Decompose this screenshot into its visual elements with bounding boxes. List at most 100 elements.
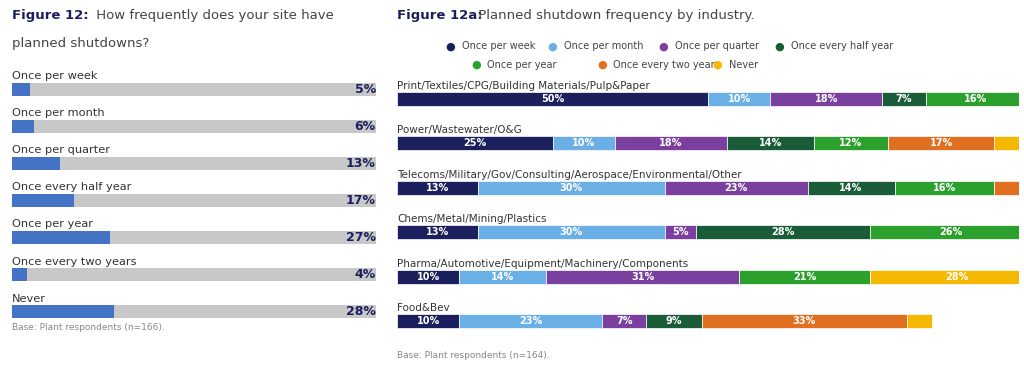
Text: 14%: 14% bbox=[759, 138, 782, 148]
Text: Once per quarter: Once per quarter bbox=[675, 42, 759, 51]
Text: 5%: 5% bbox=[672, 227, 688, 237]
Bar bbox=[547, 270, 739, 284]
Text: 13%: 13% bbox=[426, 227, 450, 237]
Text: Planned shutdown frequency by industry.: Planned shutdown frequency by industry. bbox=[474, 9, 755, 22]
Text: 26%: 26% bbox=[939, 227, 963, 237]
Bar bbox=[12, 157, 376, 170]
Text: 17%: 17% bbox=[930, 138, 952, 148]
Bar bbox=[907, 314, 932, 328]
Text: 28%: 28% bbox=[771, 227, 795, 237]
Text: 28%: 28% bbox=[945, 272, 969, 282]
Text: 25%: 25% bbox=[464, 138, 486, 148]
Text: Once every half year: Once every half year bbox=[791, 42, 893, 51]
Text: 10%: 10% bbox=[417, 316, 440, 326]
Bar bbox=[553, 136, 614, 150]
Text: 28%: 28% bbox=[346, 305, 376, 318]
Bar bbox=[739, 270, 869, 284]
Text: ●: ● bbox=[774, 42, 784, 51]
Bar bbox=[478, 225, 665, 239]
Text: Once per year: Once per year bbox=[487, 60, 557, 70]
Text: 10%: 10% bbox=[417, 272, 440, 282]
Text: 16%: 16% bbox=[933, 183, 956, 193]
Text: 14%: 14% bbox=[840, 183, 862, 193]
Bar bbox=[994, 181, 1024, 195]
Bar bbox=[397, 92, 709, 106]
Text: Once per week: Once per week bbox=[462, 42, 536, 51]
Text: Pharma/Automotive/Equipment/Machinery/Components: Pharma/Automotive/Equipment/Machinery/Co… bbox=[397, 259, 688, 269]
Bar bbox=[397, 314, 460, 328]
Bar bbox=[701, 314, 907, 328]
Text: Print/Textiles/CPG/Building Materials/Pulp&Paper: Print/Textiles/CPG/Building Materials/Pu… bbox=[397, 81, 650, 91]
Bar bbox=[869, 270, 1024, 284]
Text: 17%: 17% bbox=[346, 194, 376, 207]
Bar bbox=[397, 181, 478, 195]
Text: 9%: 9% bbox=[666, 316, 682, 326]
Bar bbox=[727, 136, 814, 150]
Text: Once per month: Once per month bbox=[12, 108, 104, 118]
Text: Food&Bev: Food&Bev bbox=[397, 303, 450, 313]
Bar bbox=[665, 225, 695, 239]
Text: 4%: 4% bbox=[354, 268, 376, 281]
Text: 50%: 50% bbox=[541, 94, 564, 104]
Text: Telecoms/Military/Gov/Consulting/Aerospace/Environmental/Other: Telecoms/Military/Gov/Consulting/Aerospa… bbox=[397, 170, 742, 180]
Text: 30%: 30% bbox=[560, 227, 583, 237]
Text: Once every half year: Once every half year bbox=[12, 183, 132, 193]
Bar bbox=[12, 231, 376, 244]
Bar bbox=[695, 225, 869, 239]
Text: 13%: 13% bbox=[426, 183, 450, 193]
Text: Once every two years: Once every two years bbox=[613, 60, 720, 70]
Bar bbox=[12, 231, 111, 244]
Bar bbox=[665, 181, 808, 195]
Text: Never: Never bbox=[12, 294, 46, 303]
Bar bbox=[478, 181, 665, 195]
Bar bbox=[602, 314, 646, 328]
Text: 10%: 10% bbox=[572, 138, 595, 148]
Text: Once per quarter: Once per quarter bbox=[12, 145, 111, 155]
Text: Figure 12:: Figure 12: bbox=[12, 9, 89, 22]
Bar bbox=[926, 92, 1024, 106]
Text: 18%: 18% bbox=[814, 94, 838, 104]
Text: 7%: 7% bbox=[896, 94, 912, 104]
Text: Base: Plant respondents (n=166).: Base: Plant respondents (n=166). bbox=[12, 323, 165, 332]
Text: 18%: 18% bbox=[659, 138, 682, 148]
Bar bbox=[882, 92, 926, 106]
Bar bbox=[397, 225, 478, 239]
Bar bbox=[12, 305, 376, 318]
Text: 7%: 7% bbox=[615, 316, 633, 326]
Bar bbox=[889, 136, 994, 150]
Text: Chems/Metal/Mining/Plastics: Chems/Metal/Mining/Plastics bbox=[397, 214, 547, 224]
Bar bbox=[12, 194, 74, 207]
Text: Once per week: Once per week bbox=[12, 71, 97, 81]
Text: ●: ● bbox=[658, 42, 669, 51]
Text: planned shutdowns?: planned shutdowns? bbox=[12, 37, 150, 50]
Text: 33%: 33% bbox=[793, 316, 816, 326]
Bar bbox=[770, 92, 882, 106]
Text: 30%: 30% bbox=[560, 183, 583, 193]
Bar bbox=[397, 136, 553, 150]
Bar bbox=[994, 136, 1024, 150]
Bar bbox=[12, 305, 114, 318]
Bar bbox=[12, 119, 376, 132]
Bar bbox=[12, 268, 27, 281]
Bar bbox=[12, 268, 376, 281]
Bar bbox=[460, 270, 547, 284]
Text: Base: Plant respondents (n=164).: Base: Plant respondents (n=164). bbox=[397, 351, 550, 360]
Bar bbox=[397, 270, 460, 284]
Text: How frequently does your site have: How frequently does your site have bbox=[92, 9, 334, 22]
Text: ●: ● bbox=[445, 42, 456, 51]
Bar bbox=[614, 136, 727, 150]
Text: 23%: 23% bbox=[519, 316, 543, 326]
Text: 23%: 23% bbox=[724, 183, 748, 193]
Bar bbox=[12, 83, 376, 96]
Bar bbox=[12, 157, 59, 170]
Text: 10%: 10% bbox=[727, 94, 751, 104]
Text: 14%: 14% bbox=[492, 272, 515, 282]
Text: Power/Wastewater/O&G: Power/Wastewater/O&G bbox=[397, 125, 522, 135]
Text: Once per month: Once per month bbox=[564, 42, 644, 51]
Bar bbox=[895, 181, 994, 195]
Text: 21%: 21% bbox=[793, 272, 816, 282]
Text: 16%: 16% bbox=[964, 94, 987, 104]
Text: Never: Never bbox=[729, 60, 758, 70]
Text: 13%: 13% bbox=[346, 157, 376, 170]
Text: Figure 12a:: Figure 12a: bbox=[397, 9, 483, 22]
